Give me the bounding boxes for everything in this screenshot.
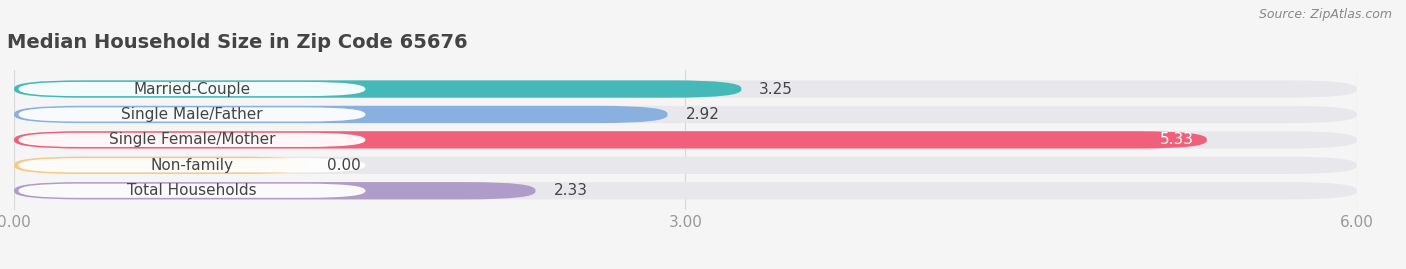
Text: Single Male/Father: Single Male/Father (121, 107, 263, 122)
FancyBboxPatch shape (14, 157, 309, 174)
Text: Married-Couple: Married-Couple (134, 82, 250, 97)
Text: Source: ZipAtlas.com: Source: ZipAtlas.com (1258, 8, 1392, 21)
Text: 2.33: 2.33 (554, 183, 588, 198)
FancyBboxPatch shape (14, 106, 668, 123)
FancyBboxPatch shape (18, 107, 366, 122)
FancyBboxPatch shape (18, 133, 366, 147)
FancyBboxPatch shape (14, 157, 1357, 174)
Text: Single Female/Mother: Single Female/Mother (108, 132, 276, 147)
FancyBboxPatch shape (14, 131, 1357, 148)
FancyBboxPatch shape (14, 80, 741, 98)
FancyBboxPatch shape (18, 158, 366, 172)
FancyBboxPatch shape (14, 182, 1357, 199)
FancyBboxPatch shape (18, 184, 366, 198)
Text: 5.33: 5.33 (1160, 132, 1194, 147)
Text: Non-family: Non-family (150, 158, 233, 173)
FancyBboxPatch shape (14, 80, 1357, 98)
Text: 0.00: 0.00 (326, 158, 360, 173)
FancyBboxPatch shape (14, 131, 1206, 148)
Text: 2.92: 2.92 (686, 107, 720, 122)
Text: Total Households: Total Households (127, 183, 257, 198)
Text: 3.25: 3.25 (759, 82, 793, 97)
FancyBboxPatch shape (18, 82, 366, 96)
FancyBboxPatch shape (14, 182, 536, 199)
Text: Median Household Size in Zip Code 65676: Median Household Size in Zip Code 65676 (7, 33, 468, 52)
FancyBboxPatch shape (14, 106, 1357, 123)
